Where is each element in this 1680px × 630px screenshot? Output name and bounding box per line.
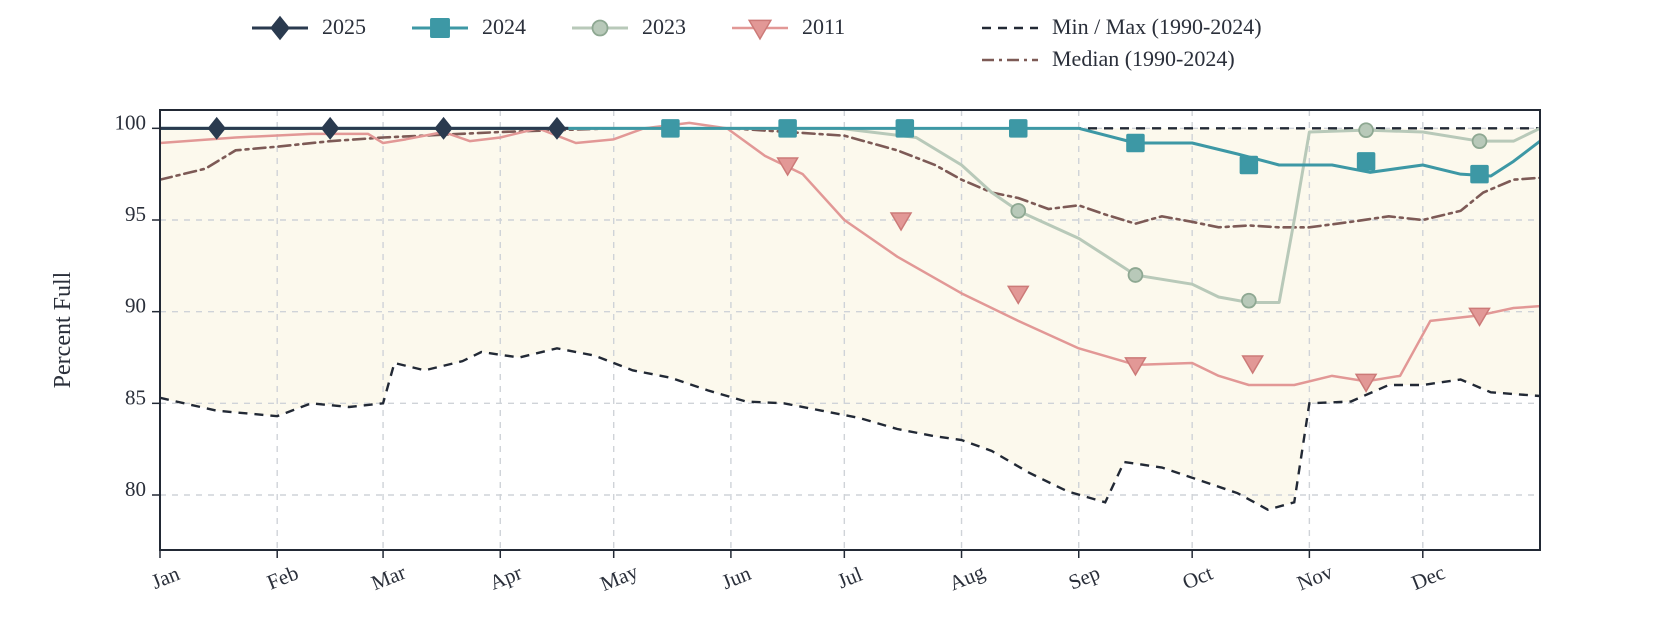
legend-marker-s2024 [431,19,449,37]
marker-s2023 [1473,134,1487,148]
legend-label: 2024 [482,14,526,39]
marker-s2023 [1242,294,1256,308]
marker-s2024 [779,120,796,137]
legend-label: 2025 [322,14,366,39]
y-tick-label: 95 [125,202,146,226]
y-tick-label: 80 [125,477,146,501]
y-tick-label: 100 [115,110,147,134]
marker-s2024 [1010,120,1027,137]
legend-label: 2023 [642,14,686,39]
y-tick-label: 90 [125,294,146,318]
y-tick-label: 85 [125,385,146,409]
marker-s2023 [1359,123,1373,137]
marker-s2024 [896,120,913,137]
chart-svg: 80859095100Percent FullJanFebMarAprMayJu… [0,0,1680,630]
marker-s2024 [1358,153,1375,170]
marker-s2024 [662,120,679,137]
marker-s2023 [1011,204,1025,218]
legend-label: 2011 [802,14,845,39]
marker-s2024 [1240,157,1257,174]
legend-label: Min / Max (1990-2024) [1052,14,1262,39]
marker-s2024 [1127,135,1144,152]
y-axis-title: Percent Full [50,271,76,388]
legend-marker-s2023 [593,21,608,36]
marker-s2023 [1129,268,1143,282]
marker-s2024 [1471,166,1488,183]
legend-label: Median (1990-2024) [1052,46,1235,71]
chart-stage: 80859095100Percent FullJanFebMarAprMayJu… [0,0,1680,630]
